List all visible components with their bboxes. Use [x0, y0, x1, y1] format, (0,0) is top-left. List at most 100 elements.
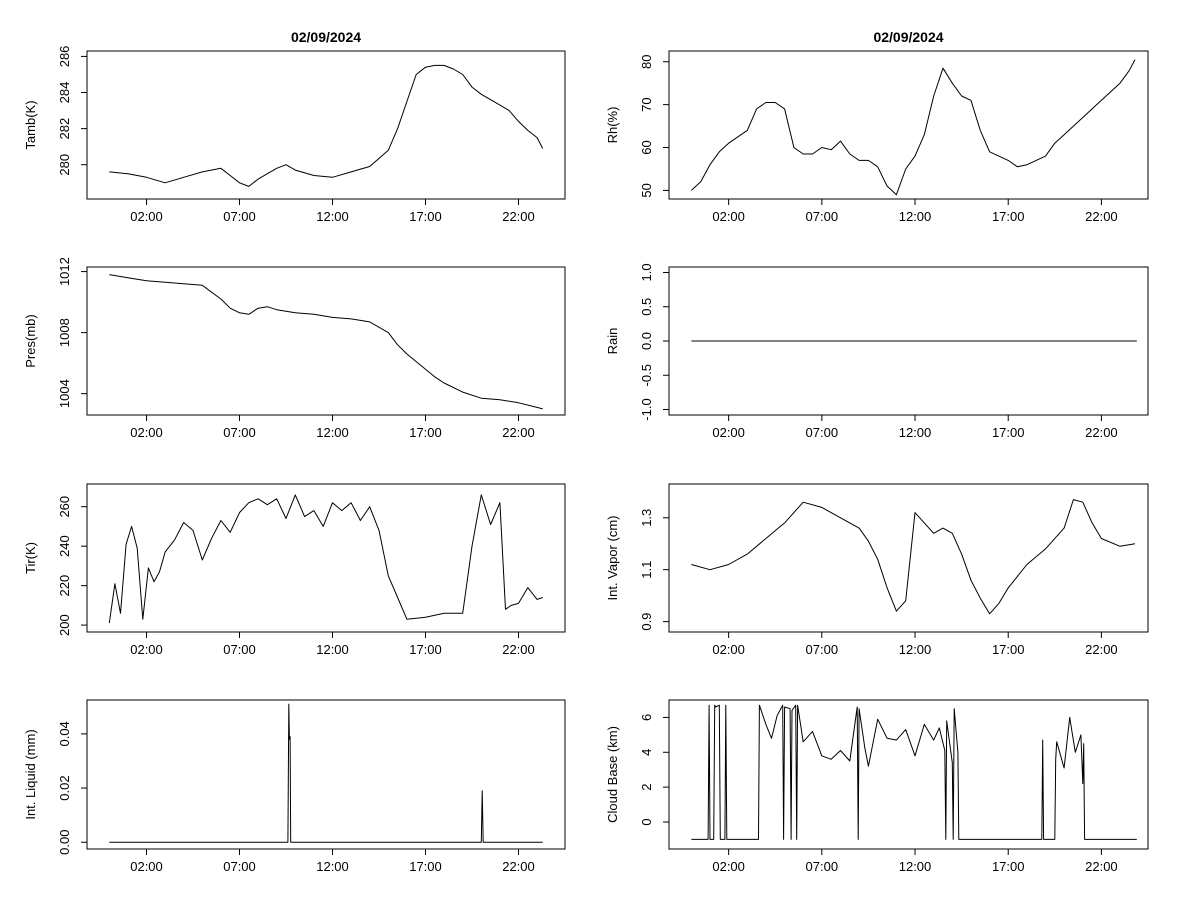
panel-tamb: 02/09/2024 02:00 07:00 12:00 17:00 22:00 280 28…: [23, 29, 566, 224]
rain-ytick-label: 0.5: [639, 298, 654, 316]
pres-xtick-label: 07:00: [223, 425, 256, 440]
cloudbase-xtick-label: 22:00: [1085, 859, 1118, 874]
tir-xtick-label: 17:00: [409, 642, 442, 657]
rh-xtick-label: 07:00: [806, 209, 839, 224]
pres-xtick-label: 17:00: [409, 425, 442, 440]
liquid-xtick-label: 07:00: [223, 859, 256, 874]
rh-xtick-label: 12:00: [899, 209, 932, 224]
vapor-plot-frame: [668, 483, 1149, 633]
rh-series-line: [691, 59, 1136, 196]
tir-xtick-label: 07:00: [223, 642, 256, 657]
rh-ytick-label: 50: [639, 183, 654, 197]
rain-xtick-label: 07:00: [806, 425, 839, 440]
vapor-ytick-label: 1.1: [639, 561, 654, 579]
panel-tir: 02:00 07:00 12:00 17:00 22:00 200 220 240 260 Tir…: [23, 483, 566, 657]
rh-ylabel: Rh(%): [605, 107, 620, 144]
rh-plot-frame: [668, 50, 1149, 200]
cloudbase-ytick-label: 6: [639, 714, 654, 721]
liquid-series-line: [109, 703, 543, 843]
panel-vapor: 02:00 07:00 12:00 17:00 22:00 0.9 1.1 1.3 Int. V…: [605, 483, 1149, 657]
rain-ytick-label: 1.0: [639, 263, 654, 281]
pres-ytick-label: 1004: [57, 379, 72, 408]
pres-xtick-label: 22:00: [502, 425, 535, 440]
cloudbase-ytick-label: 0: [639, 818, 654, 825]
rain-xtick-label: 17:00: [992, 425, 1025, 440]
rain-xtick-label: 02:00: [712, 425, 745, 440]
liquid-xtick-label: 22:00: [502, 859, 535, 874]
tamb-plot-frame: [86, 50, 566, 200]
rain-xtick-label: 12:00: [899, 425, 932, 440]
cloudbase-xtick-label: 07:00: [806, 859, 839, 874]
tamb-xtick-label: 02:00: [130, 209, 163, 224]
tir-ylabel: Tir(K): [23, 542, 38, 574]
tamb-ytick-label: 282: [57, 118, 72, 140]
cloudbase-series-line: [691, 704, 1137, 840]
rh-ytick-label: 80: [639, 54, 654, 68]
vapor-ytick-label: 1.3: [639, 509, 654, 527]
tir-ytick-label: 240: [57, 535, 72, 557]
pres-xtick-label: 02:00: [130, 425, 163, 440]
cloudbase-plot-frame: [668, 699, 1149, 850]
rain-ylabel: Rain: [605, 328, 620, 355]
tamb-xtick-label: 17:00: [409, 209, 442, 224]
pres-ylabel: Pres(mb): [23, 314, 38, 367]
vapor-xtick-label: 17:00: [992, 642, 1025, 657]
tir-xtick-label: 12:00: [316, 642, 349, 657]
cloudbase-xtick-label: 12:00: [899, 859, 932, 874]
cloudbase-xtick-label: 02:00: [712, 859, 745, 874]
vapor-xtick-label: 07:00: [806, 642, 839, 657]
cloudbase-ytick-label: 2: [639, 784, 654, 791]
tamb-ylabel: Tamb(K): [23, 100, 38, 149]
liquid-xtick-label: 12:00: [316, 859, 349, 874]
rh-ytick-label: 60: [639, 140, 654, 154]
pres-ytick-label: 1012: [57, 257, 72, 286]
liquid-plot-frame: [86, 699, 566, 850]
cloudbase-ytick-label: 4: [639, 749, 654, 756]
tamb-series-line: [109, 64, 544, 187]
pres-plot-frame: [86, 266, 566, 416]
vapor-ylabel: Int. Vapor (cm): [605, 515, 620, 600]
pres-xtick-label: 12:00: [316, 425, 349, 440]
pres-ytick-label: 1008: [57, 318, 72, 347]
liquid-xtick-label: 02:00: [130, 859, 163, 874]
tamb-ytick-label: 284: [57, 82, 72, 104]
cloudbase-xtick-label: 17:00: [992, 859, 1025, 874]
tir-xtick-label: 22:00: [502, 642, 535, 657]
rain-ytick-label: -0.5: [639, 364, 654, 386]
tir-ytick-label: 220: [57, 575, 72, 597]
rh-xtick-label: 17:00: [992, 209, 1025, 224]
panel-cloudbase: 02:00 07:00 12:00 17:00 22:00 0 2 4 6 Cloud Base …: [605, 699, 1149, 874]
liquid-ytick-label: 0.00: [57, 830, 72, 855]
rain-xtick-label: 22:00: [1085, 425, 1118, 440]
tamb-ytick-label: 286: [57, 46, 72, 68]
rain-ytick-label: 0.0: [639, 332, 654, 350]
vapor-xtick-label: 02:00: [712, 642, 745, 657]
tir-series-line: [108, 494, 543, 624]
liquid-ytick-label: 0.04: [57, 721, 72, 746]
tamb-ytick-label: 280: [57, 154, 72, 176]
rh-ytick-label: 70: [639, 97, 654, 111]
vapor-series-line: [691, 499, 1136, 615]
tamb-xtick-label: 07:00: [223, 209, 256, 224]
vapor-xtick-label: 12:00: [899, 642, 932, 657]
rh-xtick-label: 02:00: [712, 209, 745, 224]
tir-xtick-label: 02:00: [130, 642, 163, 657]
rain-ytick-label: -1.0: [639, 398, 654, 420]
cloudbase-ylabel: Cloud Base (km): [605, 726, 620, 823]
tir-plot-frame: [86, 483, 566, 633]
pres-series-line: [109, 274, 543, 410]
vapor-xtick-label: 22:00: [1085, 642, 1118, 657]
rh-xtick-label: 22:00: [1085, 209, 1118, 224]
liquid-ytick-label: 0.02: [57, 775, 72, 800]
liquid-xtick-label: 17:00: [409, 859, 442, 874]
liquid-ylabel: Int. Liquid (mm): [23, 729, 38, 819]
panel-rh: 02/09/2024 02:00 07:00 12:00 17:00 22:00 50 60 7…: [605, 29, 1149, 224]
tamb-xtick-label: 22:00: [502, 209, 535, 224]
tir-ytick-label: 200: [57, 614, 72, 636]
rh-title: 02/09/2024: [873, 29, 943, 45]
tir-ytick-label: 260: [57, 496, 72, 518]
tamb-xtick-label: 12:00: [316, 209, 349, 224]
panel-pres: 02:00 07:00 12:00 17:00 22:00 1004 1008 1012 Pre…: [23, 257, 566, 440]
